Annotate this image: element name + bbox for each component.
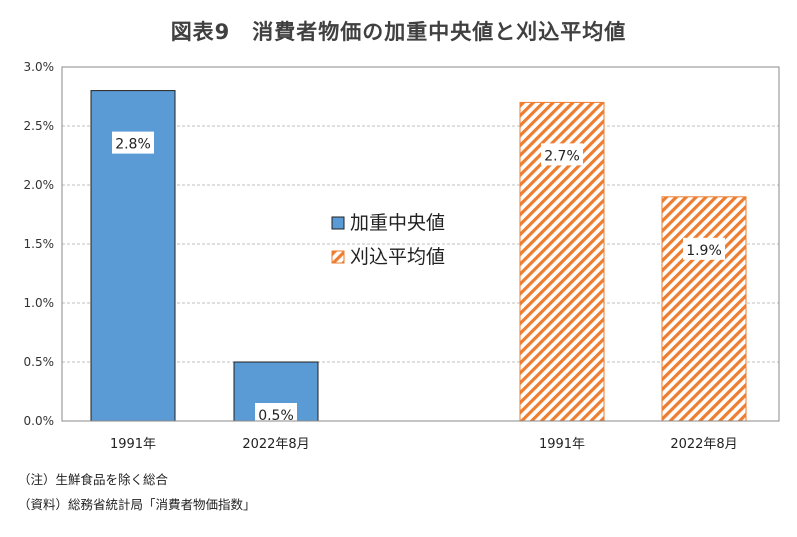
data-label: 0.5% xyxy=(258,408,294,424)
y-tick-label: 2.5% xyxy=(24,119,55,133)
data-label-bg xyxy=(683,237,725,260)
footnote: （注）生鮮食品を除く総合 xyxy=(18,472,169,487)
bars: 2.8% 0.5% 2.7% 1.9% xyxy=(90,90,747,425)
x-tick-label: 1991年 xyxy=(110,437,156,452)
y-tick-label: 0.0% xyxy=(24,414,55,428)
y-tick-label: 0.5% xyxy=(24,355,55,369)
chart-title: 図表9 消費者物価の加重中央値と刈込平均値 xyxy=(170,20,627,44)
legend-swatch-trimmed-mean xyxy=(331,250,345,264)
y-tick-label: 1.5% xyxy=(24,237,55,251)
data-label-bg xyxy=(255,403,297,425)
x-tick-label: 1991年 xyxy=(539,437,585,452)
legend-swatch-median xyxy=(331,216,345,230)
y-tick-label: 1.0% xyxy=(24,296,55,310)
axes: 0.0% 0.5% 1.0% 1.5% 2.0% 2.5% 3.0% 1991年 2022年8月… xyxy=(24,60,780,452)
bar-trimmed-mean xyxy=(661,196,747,422)
plot-area-border xyxy=(61,66,780,422)
y-tick-label: 2.0% xyxy=(24,178,55,192)
data-label-bg xyxy=(541,143,583,166)
legend-label: 加重中央値 xyxy=(350,212,445,234)
legend-label: 刈込平均値 xyxy=(350,246,445,268)
data-label: 2.8% xyxy=(115,137,151,153)
x-tick-label: 2022年8月 xyxy=(242,437,309,452)
y-tick-label: 3.0% xyxy=(24,60,55,74)
source-note: （資料）総務省統計局「消費者物価指数」 xyxy=(18,497,256,512)
data-label: 2.7% xyxy=(544,148,580,164)
data-label-bg xyxy=(112,131,154,154)
data-label: 1.9% xyxy=(686,243,722,259)
x-tick-label: 2022年8月 xyxy=(670,437,737,452)
